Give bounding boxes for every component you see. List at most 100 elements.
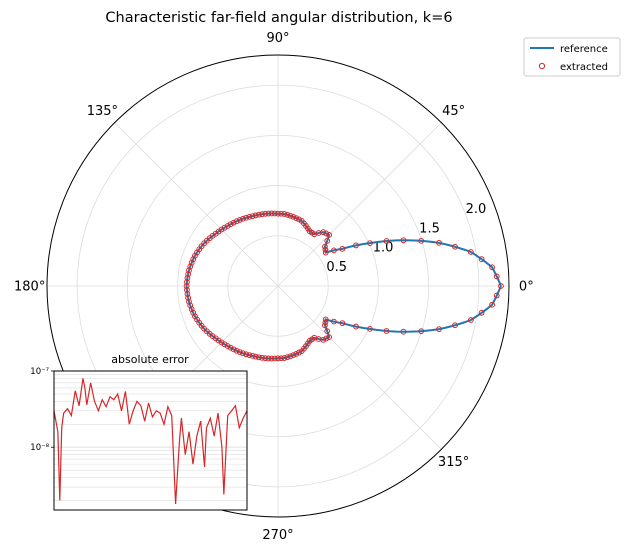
series-extracted-point	[478, 309, 485, 316]
series-extracted-point	[418, 328, 425, 335]
series-extracted-point	[271, 210, 278, 217]
legend-extracted-label: extracted	[560, 62, 608, 73]
series-extracted-point	[252, 353, 259, 360]
series-extracted-point	[233, 347, 240, 354]
series-extracted-point	[271, 355, 278, 362]
series-extracted-point	[326, 334, 333, 341]
series-extracted-point	[262, 210, 269, 217]
series-extracted-point	[184, 275, 191, 281]
series-extracted-point	[284, 354, 291, 361]
series-extracted-point	[322, 316, 329, 323]
series-extracted-point	[324, 237, 331, 244]
legend-reference-label: reference	[560, 44, 608, 55]
series-extracted-point	[281, 355, 288, 361]
series-extracted-point	[275, 210, 281, 217]
series-extracted-point	[467, 249, 474, 255]
theta-tick-label: 270°	[262, 528, 293, 543]
series-extracted-point	[187, 302, 194, 309]
series-extracted-point	[367, 240, 373, 247]
theta-tick-label: 0°	[519, 280, 534, 295]
series-extracted-point	[246, 352, 253, 359]
series-extracted-point	[184, 279, 190, 285]
series-extracted-point	[187, 263, 194, 270]
series-extracted-point	[278, 355, 285, 362]
series-extracted-point	[322, 319, 329, 326]
chart-title: Characteristic far-field angular distrib…	[105, 10, 452, 26]
series-extracted-point	[353, 242, 359, 249]
series-extracted-point	[452, 243, 458, 250]
polar-frame	[46, 54, 510, 518]
series-extracted-point	[320, 336, 327, 343]
series-extracted-point	[227, 221, 234, 228]
series-extracted-point	[188, 259, 195, 266]
r-tick-label: 1.5	[419, 221, 440, 236]
inset-title: absolute error	[111, 353, 189, 366]
series-extracted-point	[236, 217, 243, 223]
series-extracted-point	[478, 256, 485, 263]
theta-grid-line	[114, 122, 279, 287]
series-extracted-point	[259, 211, 265, 218]
series-extracted-point	[331, 318, 337, 325]
series-extracted-point	[290, 213, 297, 220]
series-extracted-point	[185, 294, 192, 301]
series-extracted-point	[240, 215, 246, 222]
series-extracted-point	[296, 216, 302, 223]
inset-background	[54, 371, 247, 510]
series-extracted-point	[262, 355, 269, 362]
theta-tick-label: 315°	[438, 455, 469, 470]
series-extracted-point	[353, 323, 359, 330]
series-extracted-point	[326, 231, 333, 238]
series-extracted-point	[489, 301, 496, 308]
inset-frame	[53, 370, 248, 511]
series-extracted-point	[322, 243, 328, 250]
polar-series	[183, 210, 504, 362]
series-extracted-point	[265, 355, 272, 362]
series-extracted-point	[252, 212, 259, 219]
series-extracted-point	[284, 211, 291, 218]
series-extracted-point	[418, 237, 425, 244]
series-extracted-point	[183, 283, 190, 289]
series-extracted-point	[224, 223, 231, 229]
series-extracted-point	[323, 335, 330, 342]
series-extracted-point	[265, 210, 272, 217]
legend-extracted-marker	[538, 62, 546, 70]
series-extracted-point	[268, 355, 275, 362]
series-extracted-point	[322, 322, 328, 329]
inset-y-tick-label: 10⁻⁸	[30, 443, 49, 453]
inset-series	[53, 378, 248, 505]
series-extracted-point	[367, 325, 373, 332]
series-extracted-point	[186, 267, 192, 274]
series-extracted-point	[246, 213, 253, 220]
series-extracted-point	[281, 211, 288, 217]
series-extracted-point	[240, 350, 246, 357]
series-extracted-point	[268, 210, 275, 217]
series-extracted-point	[259, 354, 265, 361]
legend: reference extracted	[523, 37, 621, 77]
r-tick-label: 0.5	[326, 260, 347, 275]
series-extracted-point	[287, 353, 294, 360]
series-extracted-point	[400, 237, 407, 244]
inset-chart: absolute error 10⁻⁷ 10⁻⁸	[30, 353, 248, 511]
series-extracted-point	[493, 273, 500, 280]
series-extracted-point	[186, 298, 192, 305]
r-tick-label: 2.0	[466, 202, 487, 217]
series-extracted-point	[383, 328, 390, 334]
series-extracted-point	[400, 328, 407, 335]
series-extracted-point	[255, 211, 262, 218]
inset-y-tick-label: 10⁻⁷	[30, 367, 49, 377]
series-extracted-point	[436, 239, 442, 246]
series-extracted-point	[255, 354, 262, 361]
series-extracted-point	[230, 219, 237, 226]
series-extracted-point	[243, 351, 250, 358]
series-extracted-point	[339, 320, 346, 327]
series-extracted-point	[322, 249, 329, 256]
series-extracted-point	[452, 322, 458, 329]
series-extracted-point	[493, 292, 500, 299]
series-extracted-point	[498, 283, 504, 289]
series-extracted-point	[278, 210, 285, 217]
r-tick-label: 1.0	[373, 241, 394, 256]
series-extracted-point	[324, 328, 331, 335]
series-extracted-point	[323, 230, 330, 237]
series-extracted-point	[293, 351, 300, 357]
